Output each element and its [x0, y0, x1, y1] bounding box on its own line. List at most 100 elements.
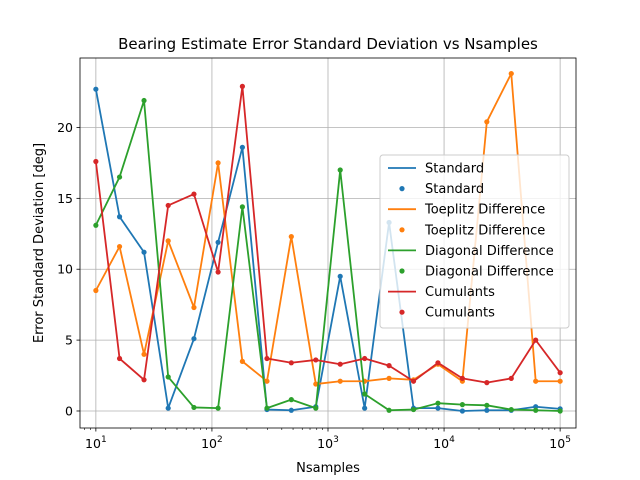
data-point [533, 407, 539, 413]
data-point [215, 160, 221, 166]
data-point [165, 374, 171, 380]
legend-label: Cumulants [425, 306, 495, 321]
x-tick-label: 104 [433, 435, 455, 451]
data-point [165, 238, 171, 244]
data-point [484, 380, 490, 386]
legend: Standard Standard Toeplitz Difference Toepl… [379, 154, 570, 329]
data-point [93, 287, 99, 294]
data-point [264, 405, 270, 411]
y-tick-label: 15 [57, 191, 73, 206]
data-point [362, 405, 368, 411]
x-tick-label: 103 [317, 435, 339, 451]
data-point [508, 70, 514, 77]
legend-label: Standard [425, 162, 484, 177]
data-point [116, 355, 123, 362]
data-point [288, 234, 294, 240]
legend-marker-swatch [399, 227, 405, 233]
data-point [386, 407, 392, 413]
data-point [337, 378, 343, 384]
legend-label: Cumulants [425, 285, 495, 300]
x-tick-label: 102 [201, 435, 223, 451]
data-point [191, 404, 197, 411]
data-point [362, 391, 368, 397]
x-tick-label-exponent: 2 [217, 435, 223, 445]
data-point [459, 402, 465, 408]
data-point [459, 375, 465, 381]
data-point [215, 269, 221, 275]
x-tick-label-exponent: 1 [101, 435, 107, 445]
x-tick-label-base: 10 [201, 436, 217, 451]
data-point [215, 405, 221, 411]
legend-marker-swatch [399, 186, 405, 192]
data-point [337, 361, 343, 367]
data-point [459, 408, 465, 414]
data-point [93, 158, 99, 165]
data-point [264, 355, 270, 362]
data-point [116, 174, 123, 180]
legend-label: Toeplitz Difference [424, 203, 545, 218]
y-tick-label: 0 [65, 403, 73, 418]
data-point [484, 119, 490, 125]
x-tick-label-base: 10 [85, 436, 101, 451]
x-tick-label-base: 10 [433, 436, 449, 451]
series-line [94, 89, 561, 412]
legend-label: Standard [425, 182, 484, 197]
x-tick-label-exponent: 3 [333, 435, 339, 445]
data-point [508, 375, 514, 381]
legend-label: Diagonal Difference [425, 265, 554, 280]
data-point [191, 304, 197, 311]
x-tick-label-base: 10 [317, 436, 333, 451]
legend-marker-swatch [399, 268, 405, 274]
x-tick-label: 105 [549, 435, 571, 451]
series-group [93, 83, 563, 386]
data-point [410, 406, 417, 413]
data-point [484, 402, 490, 408]
data-point [116, 243, 123, 250]
data-point [288, 407, 294, 413]
data-point [288, 360, 294, 366]
data-point [239, 83, 245, 89]
data-point [239, 144, 245, 150]
y-tick-label: 5 [65, 333, 73, 348]
data-point [93, 222, 99, 228]
legend-box [379, 154, 570, 329]
data-point [165, 405, 171, 411]
series-line [94, 85, 561, 384]
legend-marker-swatch [399, 309, 405, 315]
data-point [191, 191, 197, 197]
data-point [141, 377, 147, 383]
data-point [533, 378, 539, 384]
data-point [435, 405, 441, 411]
data-point [165, 202, 171, 209]
data-point [484, 407, 490, 413]
data-point [557, 378, 563, 384]
data-point [337, 273, 343, 279]
x-tick-label-exponent: 5 [565, 435, 571, 445]
data-point [410, 378, 417, 384]
data-point [313, 405, 319, 411]
data-point [264, 378, 270, 384]
data-point [313, 357, 319, 363]
y-tick-label: 10 [57, 262, 73, 277]
data-point [362, 355, 368, 362]
data-point [191, 336, 197, 342]
data-point [215, 239, 221, 245]
x-tick-label: 101 [85, 435, 107, 451]
series-group [93, 97, 563, 414]
data-point [239, 358, 245, 364]
data-point [141, 97, 147, 104]
data-point [386, 363, 392, 369]
data-point [313, 381, 319, 387]
series-layer [93, 70, 563, 414]
data-point [435, 400, 441, 406]
data-point [239, 204, 245, 210]
chart-title: Bearing Estimate Error Standard Deviatio… [118, 35, 538, 53]
data-point [435, 360, 441, 366]
y-tick-label: 20 [57, 120, 73, 135]
data-point [141, 249, 147, 255]
data-point [386, 375, 392, 381]
data-point [533, 337, 539, 343]
legend-label: Diagonal Difference [425, 244, 554, 259]
data-point [93, 86, 99, 92]
